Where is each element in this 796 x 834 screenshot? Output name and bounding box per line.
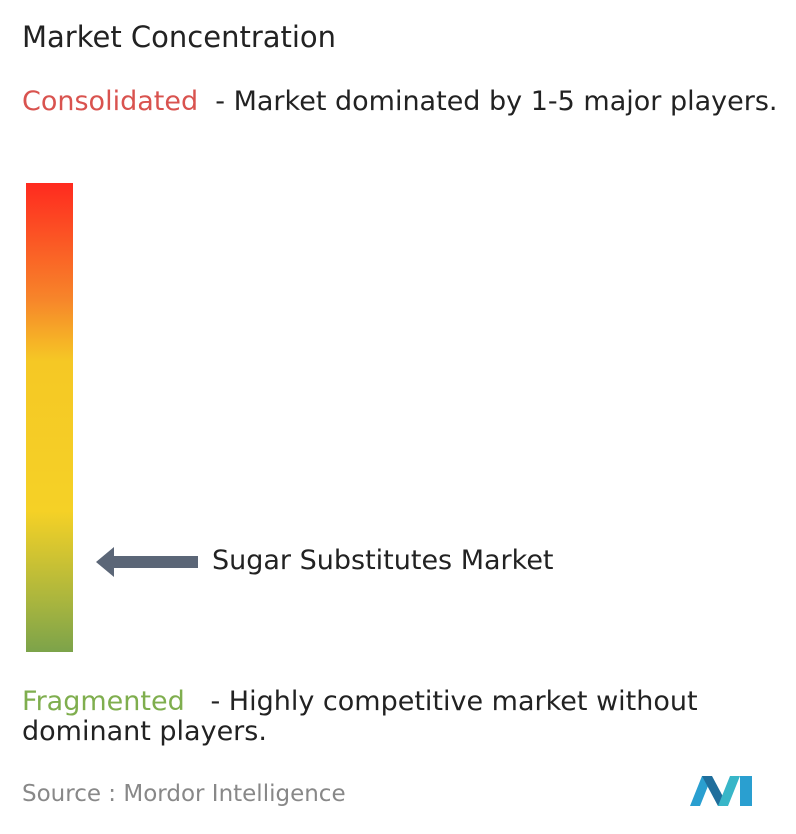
source-prefix: Source : — [22, 781, 117, 807]
title: Market Concentration — [22, 20, 337, 54]
marker-arrow — [96, 547, 198, 577]
fragmented-text: Fragmented - Highly competitive market w… — [22, 687, 792, 747]
concentration-gradient — [26, 183, 73, 652]
marker-label: Sugar Substitutes Market — [212, 545, 554, 576]
fragmented-description: - Highly competitive market without domi… — [22, 686, 698, 747]
source: Source : Mordor Intelligence — [22, 781, 346, 807]
fragmented-label: Fragmented — [22, 686, 185, 717]
logo — [690, 776, 752, 806]
consolidated-text: Consolidated - Market dominated by 1-5 m… — [22, 87, 792, 117]
consolidated-description: - Market dominated by 1-5 major players. — [215, 86, 778, 117]
source-name: Mordor Intelligence — [123, 781, 346, 807]
consolidated-label: Consolidated — [22, 86, 199, 117]
